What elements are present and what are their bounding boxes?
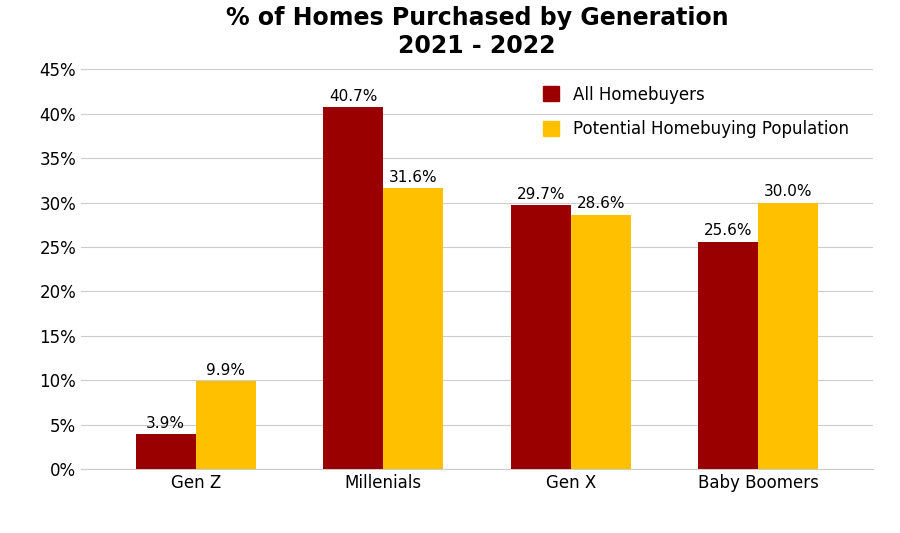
Bar <box>759 203 818 469</box>
Legend: All Homebuyers, Potential Homebuying Population: All Homebuyers, Potential Homebuying Pop… <box>543 86 849 138</box>
Bar <box>136 434 195 469</box>
Bar <box>511 205 571 469</box>
Text: 9.9%: 9.9% <box>206 362 245 377</box>
Text: 28.6%: 28.6% <box>577 197 625 212</box>
Bar <box>571 215 631 469</box>
Text: 25.6%: 25.6% <box>704 223 752 238</box>
Bar <box>383 188 443 469</box>
Title: % of Homes Purchased by Generation
2021 - 2022: % of Homes Purchased by Generation 2021 … <box>226 6 728 58</box>
Text: 30.0%: 30.0% <box>764 184 813 199</box>
Text: 29.7%: 29.7% <box>517 187 565 201</box>
Bar <box>195 381 256 469</box>
Text: 40.7%: 40.7% <box>329 89 377 104</box>
Bar <box>323 108 383 469</box>
Text: 3.9%: 3.9% <box>146 416 185 431</box>
Bar <box>698 241 759 469</box>
Text: 31.6%: 31.6% <box>389 170 437 185</box>
